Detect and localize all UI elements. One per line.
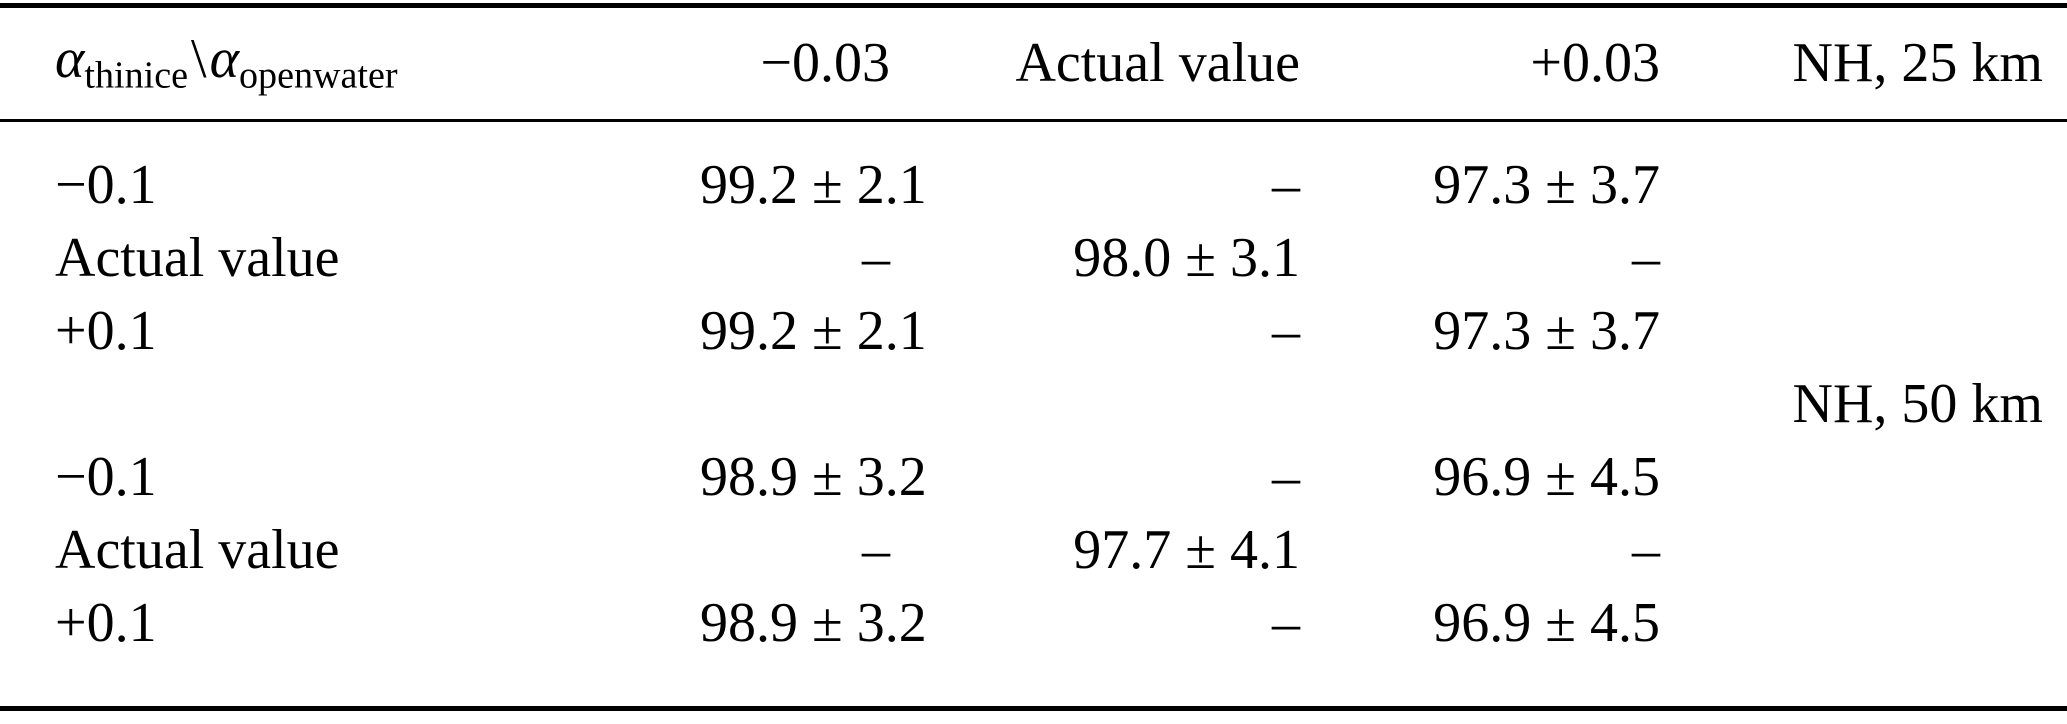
table-cell: 98.9 ± 3.2 — [700, 445, 927, 508]
table-row: Actual value – 98.0 ± 3.1 – — [55, 221, 2043, 294]
table-row: −0.1 99.2 ± 2.1 – 97.3 ± 3.7 — [55, 148, 2043, 221]
row-label: +0.1 — [55, 591, 157, 654]
table-cell: 97.3 ± 3.7 — [1433, 153, 1660, 216]
row-label: +0.1 — [55, 299, 157, 362]
table-cell: 99.2 ± 2.1 — [700, 299, 927, 362]
row-label: Actual value — [55, 226, 340, 289]
header-col-minus003: −0.03 — [760, 31, 890, 94]
table-cell: 99.2 ± 2.1 — [700, 153, 927, 216]
table-cell: – — [1632, 518, 1660, 581]
alpha-openwater-subscript: openwater — [239, 54, 398, 97]
table-cell: 98.9 ± 3.2 — [700, 591, 927, 654]
table-header: αthinice\αopenwater −0.03 Actual value +… — [0, 8, 2067, 117]
table-row: −0.1 98.9 ± 3.2 – 96.9 ± 4.5 — [55, 440, 2043, 513]
header-row: αthinice\αopenwater −0.03 Actual value +… — [55, 8, 2043, 117]
table-cell: – — [862, 226, 890, 289]
table-cell: – — [1632, 226, 1660, 289]
table-cell: 97.3 ± 3.7 — [1433, 299, 1660, 362]
table-cell: – — [1272, 153, 1300, 216]
row-label: Actual value — [55, 518, 340, 581]
backslash-separator: \ — [191, 28, 207, 91]
header-col-plus003: +0.03 — [1530, 31, 1660, 94]
header-col-actual-value: Actual value — [1015, 31, 1300, 94]
table-header-rule — [0, 119, 2067, 122]
table-row: +0.1 99.2 ± 2.1 – 97.3 ± 3.7 — [55, 294, 2043, 367]
table-cell: – — [1272, 445, 1300, 508]
row-label: −0.1 — [55, 445, 157, 508]
table-cell: – — [1272, 299, 1300, 362]
table-row: Actual value – 97.7 ± 4.1 – — [55, 513, 2043, 586]
table-cell: – — [1272, 591, 1300, 654]
table-cell: 97.7 ± 4.1 — [1073, 518, 1300, 581]
header-corner-cell: αthinice\αopenwater — [55, 27, 700, 98]
alpha-openwater-symbol: α — [209, 28, 239, 91]
table-section-row: NH, 50 km — [55, 367, 2043, 440]
alpha-thinice-subscript: thinice — [84, 54, 189, 97]
table-top-rule — [0, 3, 2067, 8]
table-bottom-rule — [0, 706, 2067, 711]
table-body: −0.1 99.2 ± 2.1 – 97.3 ± 3.7 Actual valu… — [0, 122, 2067, 659]
table-cell: 96.9 ± 4.5 — [1433, 591, 1660, 654]
table-row: +0.1 98.9 ± 3.2 – 96.9 ± 4.5 — [55, 586, 2043, 659]
alpha-thinice-symbol: α — [55, 28, 85, 91]
row-label: −0.1 — [55, 153, 157, 216]
table-cell: – — [862, 518, 890, 581]
table-cell: 96.9 ± 4.5 — [1433, 445, 1660, 508]
section-label-nh-50km: NH, 50 km — [1792, 372, 2043, 435]
section-label-nh-25km: NH, 25 km — [1792, 31, 2043, 94]
table-cell: 98.0 ± 3.1 — [1073, 226, 1300, 289]
